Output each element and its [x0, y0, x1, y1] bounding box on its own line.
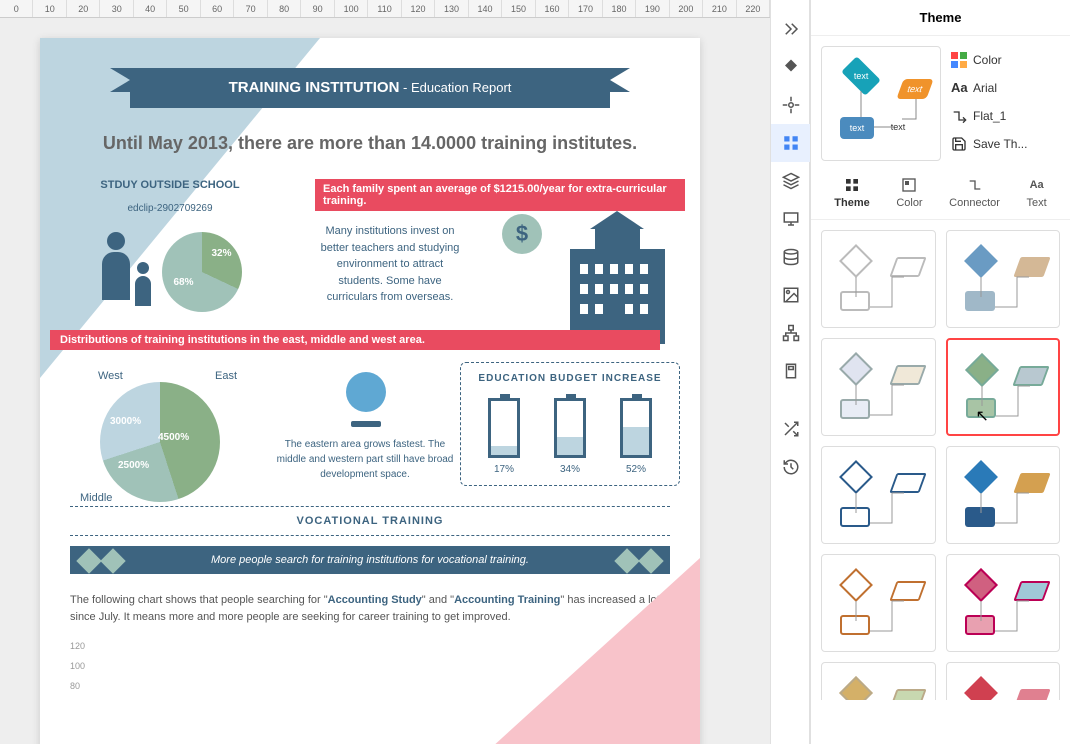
page-button[interactable]: [771, 352, 811, 390]
save-icon: [951, 136, 967, 152]
theme-item-8[interactable]: [821, 662, 936, 700]
dash-divider: [70, 506, 670, 507]
red-banner-1: Each family spent an average of $1215.00…: [315, 179, 685, 211]
color-option[interactable]: Color: [951, 46, 1060, 74]
theme-item-2[interactable]: [821, 338, 936, 436]
globe-icon: [338, 372, 393, 427]
tab-text[interactable]: AaText: [1027, 175, 1047, 209]
tab-color[interactable]: Color: [896, 175, 922, 209]
title-rest: - Education Report: [399, 80, 511, 95]
fill-button[interactable]: [771, 48, 811, 86]
sec2-mid-text: The eastern area grows fastest. The midd…: [270, 437, 460, 482]
theme-preview: texttexttexttext: [821, 46, 941, 161]
connector-option[interactable]: Flat_1: [951, 102, 1060, 130]
theme-tabs: Theme Color Connector AaText: [811, 171, 1070, 220]
pie1-val1: 32%: [211, 248, 231, 259]
theme-item-6[interactable]: [821, 554, 936, 652]
history-button[interactable]: [771, 448, 811, 486]
connector-label: Flat_1: [973, 109, 1006, 123]
dollar-icon: $: [502, 214, 542, 254]
theme-item-3[interactable]: ↖: [946, 338, 1061, 436]
intro-text: Until May 2013, there are more than 14.0…: [40, 133, 700, 154]
connector-icon: [951, 108, 967, 124]
theme-item-0[interactable]: [821, 230, 936, 328]
sec1-left-sub: edclip-2902709269: [50, 203, 290, 214]
font-icon: Aa: [951, 80, 967, 96]
pie2-west-label: West: [98, 370, 123, 382]
pie-chart-1: 32% 68%: [162, 232, 242, 312]
save-label: Save Th...: [973, 137, 1027, 151]
sec1-right-text: Many institutions invest on better teach…: [315, 223, 465, 306]
image-button[interactable]: [771, 276, 811, 314]
title-bold: TRAINING INSTITUTION: [229, 79, 400, 96]
right-toolbar: [770, 0, 810, 744]
theme-button[interactable]: [771, 124, 811, 162]
pie2-middle-label: Middle: [80, 492, 112, 504]
bg-triangle-pink: [480, 558, 700, 744]
tab-theme[interactable]: Theme: [834, 175, 869, 209]
theme-panel-title: Theme: [811, 0, 1070, 36]
font-option[interactable]: Aa Arial: [951, 74, 1060, 102]
color-grid-icon: [951, 52, 967, 68]
font-label: Arial: [973, 81, 997, 95]
theme-grid: ↖: [811, 220, 1070, 700]
save-theme-option[interactable]: Save Th...: [951, 130, 1060, 158]
cursor-icon: ↖: [976, 406, 989, 426]
pie2-east-label: East: [215, 370, 237, 382]
theme-panel: Theme texttexttexttext Color Aa Arial Fl…: [810, 0, 1070, 744]
settings-button[interactable]: [771, 86, 811, 124]
battery-item: 17%: [485, 398, 523, 475]
theme-item-9[interactable]: [946, 662, 1061, 700]
presentation-button[interactable]: [771, 200, 811, 238]
battery-item: 34%: [551, 398, 589, 475]
building-icon: [550, 214, 685, 344]
title-banner: TRAINING INSTITUTION - Education Report: [130, 68, 610, 108]
dash-divider-2: [70, 535, 670, 536]
pie2-east-val: 4500%: [158, 432, 189, 443]
pie-chart-2: 4500% 3000% 2500%: [100, 382, 220, 502]
red-divider: Distributions of training institutions i…: [50, 330, 660, 350]
section-2: East West Middle 4500% 3000% 2500% The e…: [40, 362, 700, 486]
pie2-west-val: 3000%: [110, 416, 141, 427]
theme-item-7[interactable]: [946, 554, 1061, 652]
ruler-horizontal: 0102030405060708090100110120130140150160…: [0, 0, 770, 18]
theme-item-1[interactable]: [946, 230, 1061, 328]
pie2-middle-val: 2500%: [118, 460, 149, 471]
voc-banner-text: More people search for training institut…: [211, 554, 529, 566]
color-label: Color: [973, 53, 1002, 67]
collapse-button[interactable]: [771, 10, 811, 48]
battery-item: 52%: [617, 398, 655, 475]
budget-title: EDUCATION BUDGET INCREASE: [471, 373, 669, 384]
theme-item-4[interactable]: [821, 446, 936, 544]
pie1-val2: 68%: [174, 277, 194, 288]
tab-connector[interactable]: Connector: [949, 175, 1000, 209]
layers-button[interactable]: [771, 162, 811, 200]
sec1-left-label: STDUY OUTSIDE SCHOOL: [50, 179, 290, 191]
infographic-page[interactable]: TRAINING INSTITUTION - Education Report …: [40, 38, 700, 744]
sitemap-button[interactable]: [771, 314, 811, 352]
database-button[interactable]: [771, 238, 811, 276]
shuffle-button[interactable]: [771, 410, 811, 448]
section-1: STDUY OUTSIDE SCHOOL edclip-2902709269 3…: [40, 179, 700, 312]
theme-item-5[interactable]: [946, 446, 1061, 544]
vocational-title: VOCATIONAL TRAINING: [40, 515, 700, 527]
people-icon: [99, 232, 154, 312]
canvas-area[interactable]: TRAINING INSTITUTION - Education Report …: [0, 18, 770, 744]
vocational-banner: More people search for training institut…: [70, 546, 670, 574]
